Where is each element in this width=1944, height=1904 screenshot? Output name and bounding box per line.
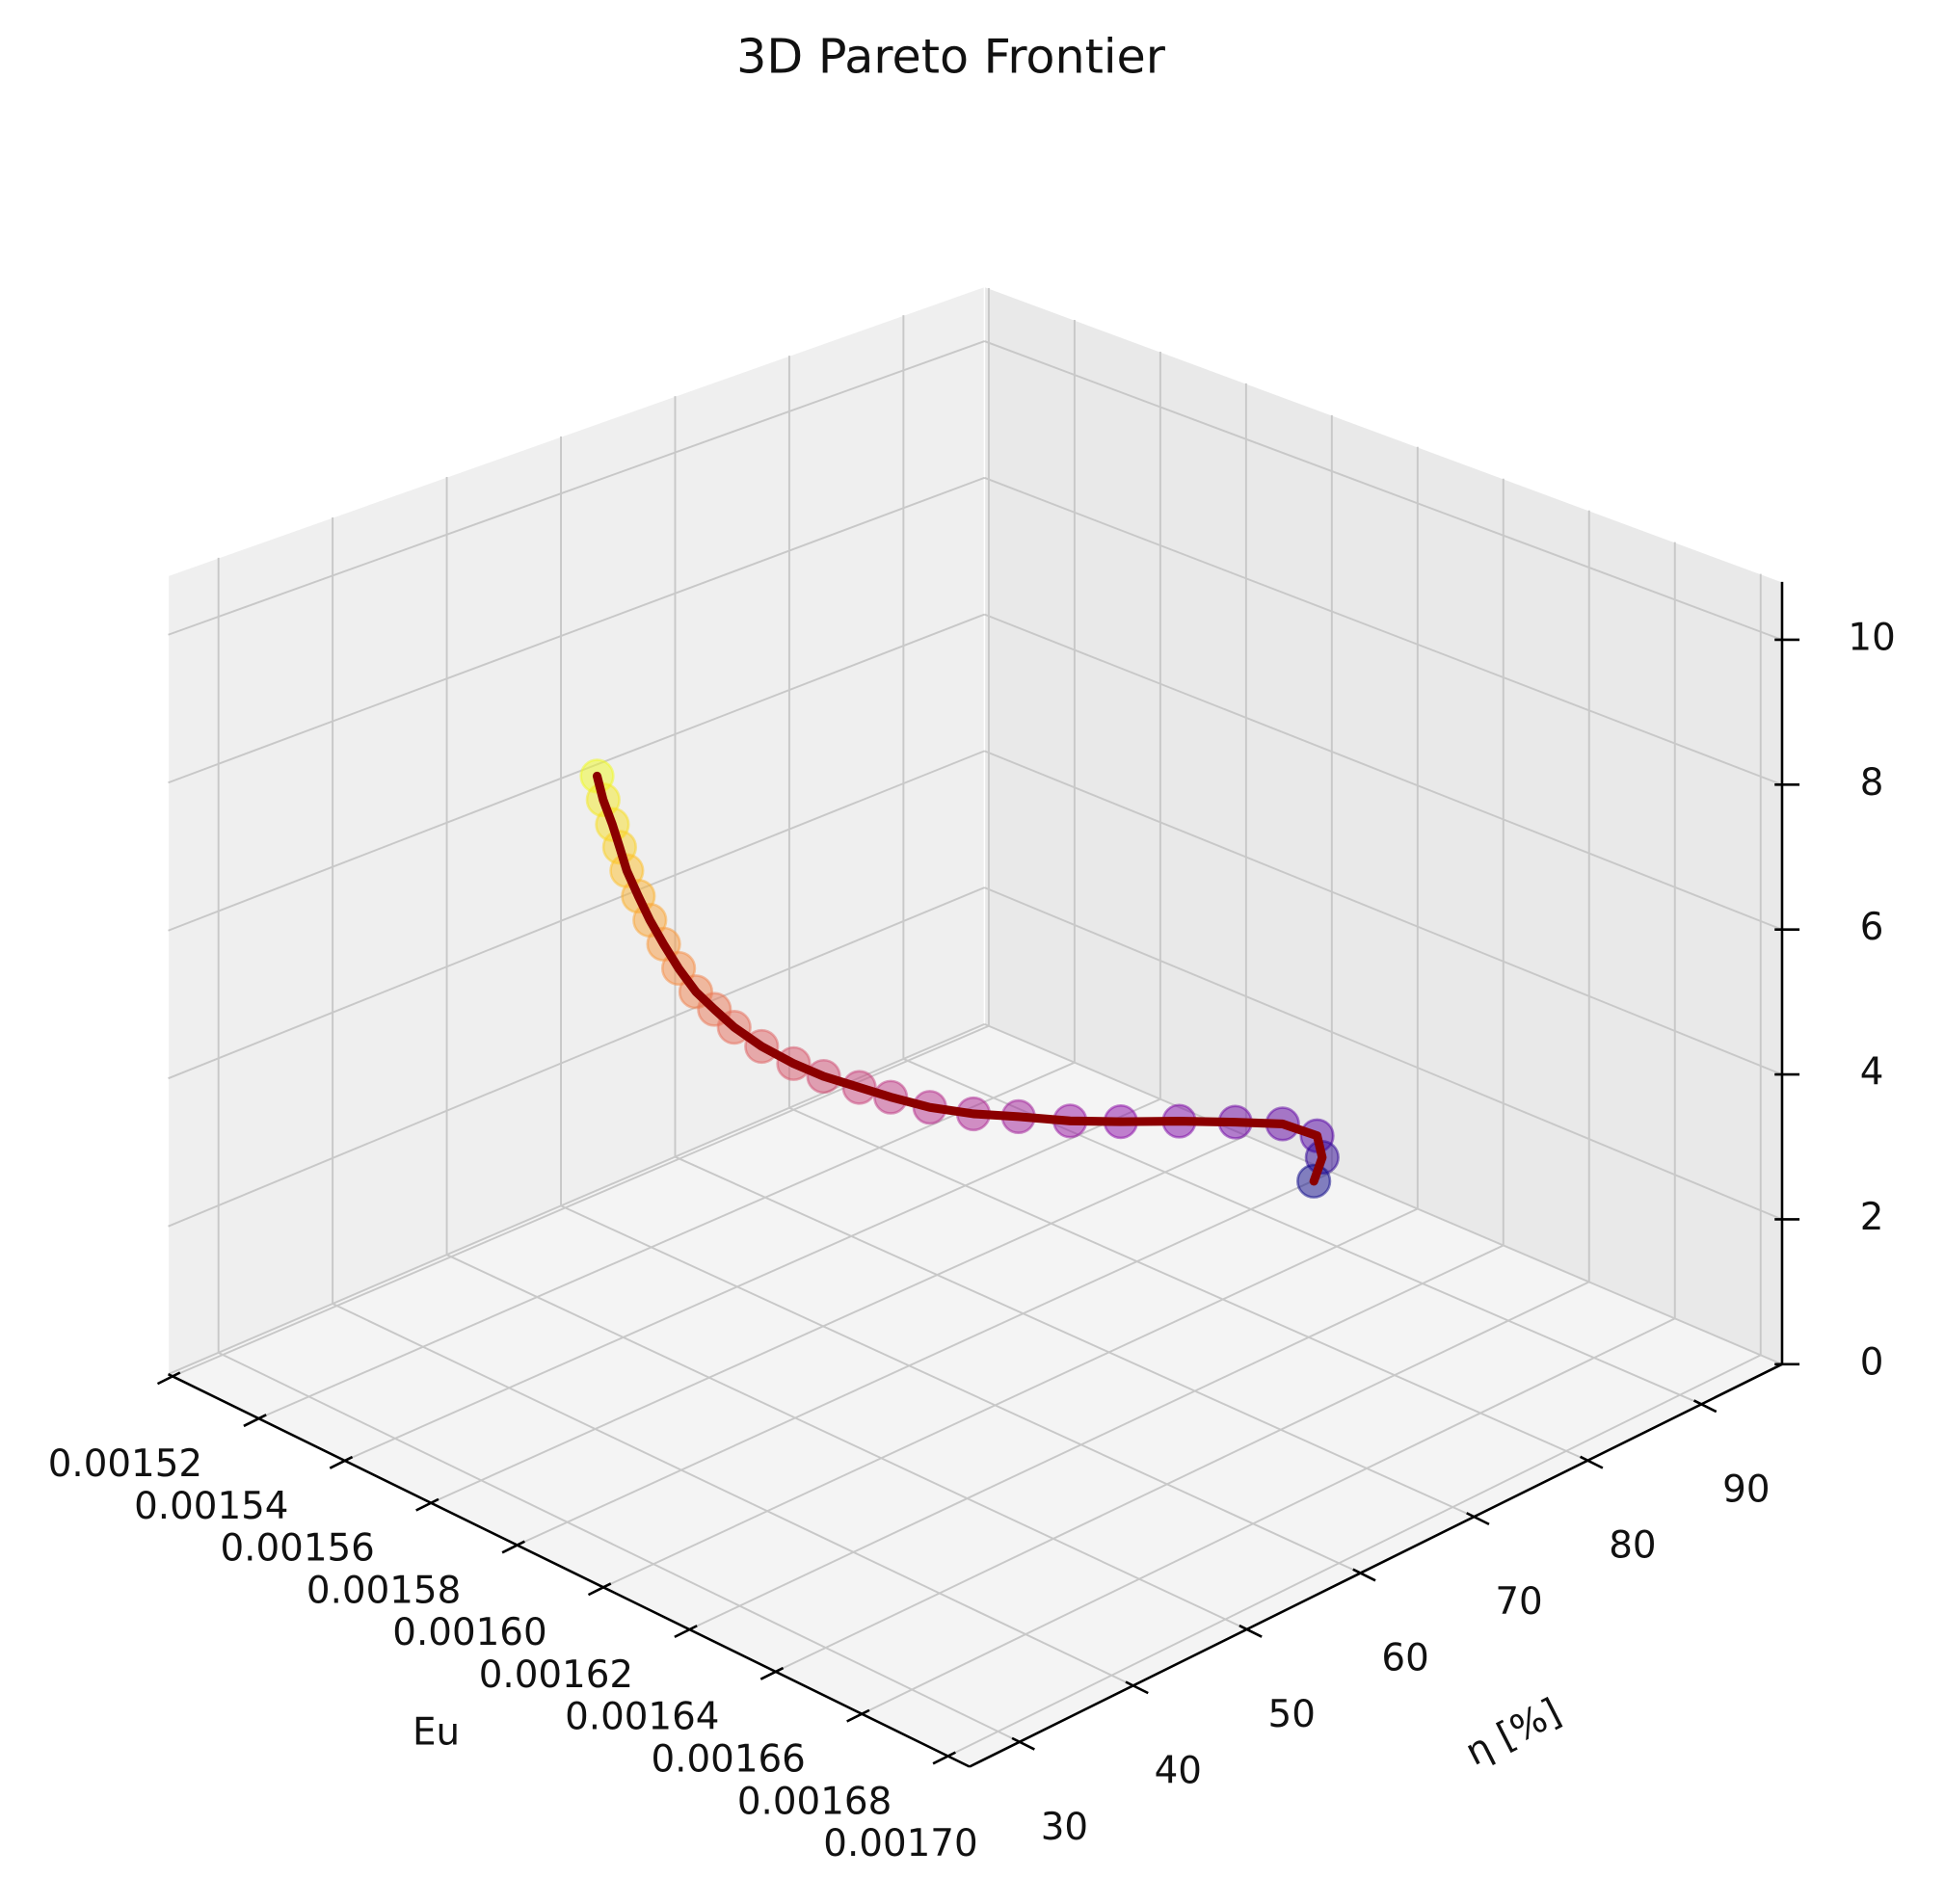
y-tick-label: 30	[1041, 1806, 1088, 1849]
grid-line	[984, 613, 1783, 931]
grid-line	[517, 1171, 1333, 1547]
grid-line	[560, 1204, 1361, 1574]
x-tick-label: 0.00166	[651, 1738, 805, 1782]
y-tick-mark	[1011, 1736, 1035, 1751]
grid-line	[984, 340, 1783, 641]
y-tick-mark	[1692, 1399, 1718, 1414]
z-tick-label: 8	[1860, 761, 1884, 805]
grid-line	[168, 613, 985, 932]
x-tick-mark	[156, 1371, 181, 1386]
x-tick-label: 0.00154	[134, 1485, 288, 1528]
y-tick-mark	[1352, 1568, 1376, 1582]
z-tick-label: 2	[1860, 1196, 1884, 1239]
x-tick-label: 0.00158	[306, 1569, 461, 1612]
x-tick-mark	[329, 1455, 354, 1469]
chart-title: 3D Pareto Frontier	[736, 29, 1166, 85]
y-tick-label: 50	[1268, 1693, 1316, 1736]
x-axis-label: Eu	[413, 1710, 460, 1754]
grid-line	[218, 1351, 1021, 1743]
grid-line	[688, 1244, 1505, 1631]
grid-line	[168, 340, 985, 636]
grid-line	[430, 1134, 1247, 1504]
y-tick-label: 80	[1609, 1524, 1656, 1568]
y-tick-label: 40	[1155, 1749, 1202, 1792]
grid-line	[984, 750, 1783, 1075]
x-tick-mark	[243, 1414, 267, 1428]
x-tick-mark	[674, 1625, 698, 1639]
y-tick-mark	[1238, 1624, 1263, 1638]
grid-line	[984, 886, 1783, 1221]
x-axis-line	[167, 1373, 971, 1768]
x-tick-label: 0.00160	[392, 1611, 546, 1654]
y-tick-mark	[1125, 1680, 1149, 1695]
grid-line	[602, 1207, 1419, 1589]
x-tick-label: 0.00168	[737, 1780, 892, 1823]
z-tick-label: 10	[1848, 616, 1895, 659]
y-tick-mark	[1466, 1512, 1490, 1526]
x-tick-mark	[415, 1497, 439, 1512]
grid-line	[775, 1281, 1590, 1673]
grid-line	[168, 750, 985, 1080]
y-tick-label: 90	[1722, 1468, 1770, 1511]
x-tick-mark	[759, 1666, 785, 1680]
y-tick-label: 60	[1381, 1637, 1428, 1680]
grid-line	[984, 1022, 1783, 1365]
plot-area: 3D Pareto Frontier Eu η [%] 0.001520.001…	[48, 29, 1896, 1866]
x-tick-mark	[932, 1751, 956, 1765]
y-tick-mark	[1580, 1455, 1604, 1469]
x-tick-mark	[846, 1708, 870, 1723]
frontier-line	[592, 771, 1327, 1186]
z-tick-label: 4	[1860, 1051, 1884, 1095]
grid-line	[675, 1155, 1475, 1519]
x-tick-mark	[587, 1582, 612, 1597]
x-tick-label: 0.00156	[220, 1527, 374, 1571]
x-tick-label: 0.00162	[479, 1653, 633, 1697]
x-tick-mark	[501, 1540, 525, 1554]
grid-line	[984, 476, 1783, 786]
grid-line	[947, 1354, 1762, 1758]
y-axis-line	[969, 1362, 1783, 1768]
y-tick-label: 70	[1495, 1580, 1542, 1624]
grid-line	[344, 1097, 1161, 1462]
z-tick-label: 6	[1860, 906, 1884, 949]
x-tick-label: 0.00164	[565, 1696, 719, 1739]
grid-line	[168, 886, 985, 1228]
grid-line	[861, 1317, 1676, 1715]
x-tick-label: 0.00170	[823, 1822, 977, 1865]
grid-line	[168, 476, 985, 784]
grid-line	[788, 1106, 1588, 1462]
grid-line	[446, 1254, 1248, 1630]
z-tick-label: 0	[1860, 1340, 1884, 1384]
grid-line	[332, 1303, 1134, 1687]
x-tick-label: 0.00152	[48, 1442, 202, 1486]
